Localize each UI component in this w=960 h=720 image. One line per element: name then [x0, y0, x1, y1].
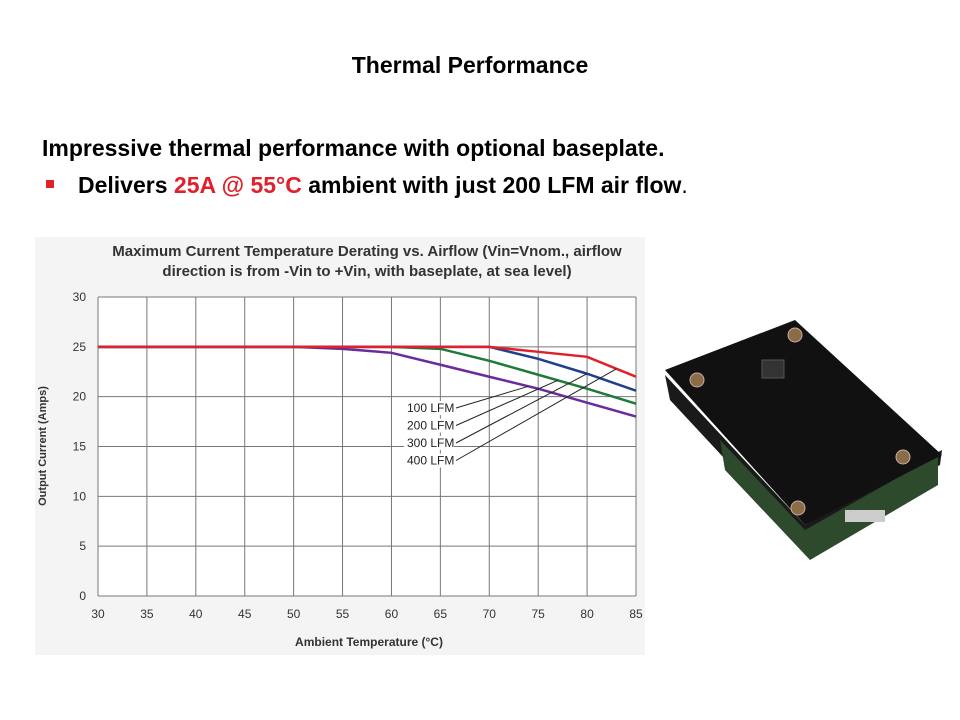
component [761, 359, 785, 379]
series-label: 300 LFM [407, 436, 454, 450]
x-tick-label: 65 [434, 607, 448, 621]
y-tick-label: 30 [73, 290, 87, 304]
pins [845, 510, 885, 522]
leader-line [455, 385, 529, 409]
bullet-text: . [681, 172, 688, 198]
bullet-text: Delivers [78, 172, 174, 198]
baseplate [665, 320, 942, 525]
series-line [98, 345, 637, 378]
bullet-highlight: 25A @ 55°C [173, 172, 302, 198]
y-axis-label: Output Current (Amps) [37, 386, 49, 506]
bullet: Delivers 25A @ 55°C ambient with just 20… [78, 172, 688, 199]
x-tick-label: 80 [580, 607, 594, 621]
label-background [404, 453, 454, 468]
label-background [404, 418, 454, 433]
leader-line [455, 379, 558, 426]
screw [787, 327, 803, 343]
y-tick-label: 20 [73, 390, 87, 404]
bullet-text: ambient with just 200 LFM air flow [301, 172, 682, 198]
screw [895, 449, 911, 465]
slide-subheading: Impressive thermal performance with opti… [42, 135, 665, 161]
leader-line [455, 373, 588, 444]
slide-heading: Thermal Performance [351, 52, 589, 78]
y-tick-label: 5 [79, 539, 86, 553]
chart-title: Maximum Current Temperature Derating vs.… [112, 243, 622, 260]
x-axis-label: Ambient Temperature (°C) [295, 635, 443, 649]
x-tick-label: 60 [385, 607, 399, 621]
series-label: 400 LFM [407, 454, 454, 468]
product-image [665, 320, 942, 560]
x-tick-label: 85 [629, 607, 643, 621]
bullet-marker [46, 180, 54, 188]
screw [790, 500, 806, 516]
x-tick-label: 45 [238, 607, 252, 621]
y-tick-label: 25 [73, 340, 87, 354]
chart-title: direction is from -Vin to +Vin, with bas… [162, 263, 571, 280]
x-tick-label: 55 [336, 607, 350, 621]
label-background [404, 401, 454, 415]
y-tick-label: 15 [73, 440, 87, 454]
series-label: 200 LFM [407, 419, 454, 433]
x-tick-label: 35 [140, 607, 154, 621]
x-tick-label: 70 [483, 607, 497, 621]
x-tick-label: 40 [189, 607, 203, 621]
x-tick-label: 50 [287, 607, 301, 621]
y-tick-label: 0 [79, 589, 86, 603]
leader-line [455, 368, 617, 461]
series-label: 100 LFM [407, 401, 454, 415]
screw [689, 372, 705, 388]
label-background [404, 436, 454, 450]
x-tick-label: 75 [532, 607, 546, 621]
pcb [720, 440, 938, 560]
x-tick-label: 30 [91, 607, 105, 621]
y-tick-label: 10 [73, 489, 87, 503]
